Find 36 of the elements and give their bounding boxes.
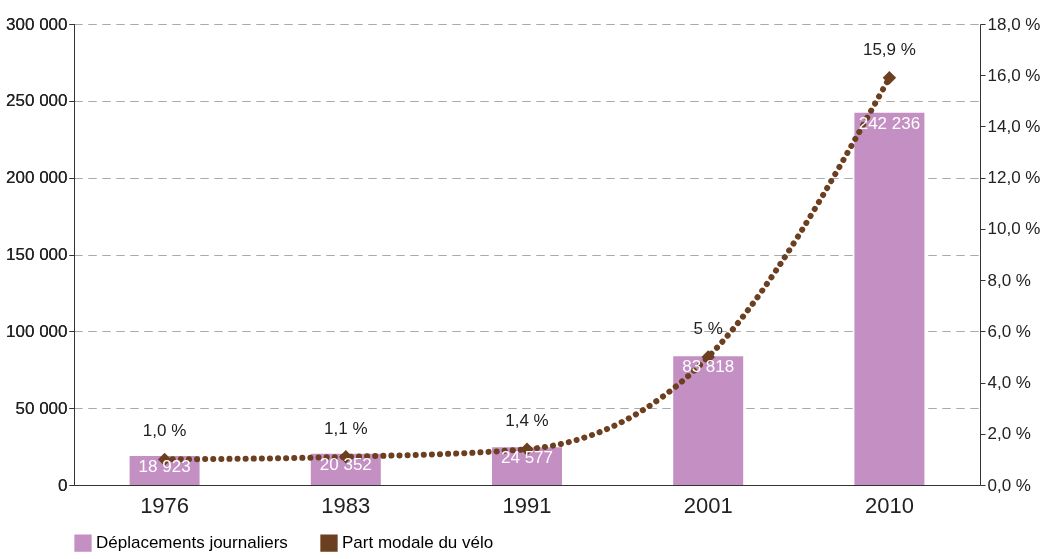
x-tick-label: 1991 xyxy=(502,492,552,518)
data-label: 242 236 xyxy=(858,113,921,133)
y2-tick-label: 4,0 % xyxy=(987,373,1031,393)
y-tick-label: 250 000 xyxy=(6,91,68,111)
y2-tick-label: 16,0 % xyxy=(987,65,1041,85)
x-tick-label: 2010 xyxy=(864,492,914,518)
bar xyxy=(854,112,925,485)
point xyxy=(882,71,897,85)
data-label: 5 % xyxy=(693,318,723,338)
y-tick-label: 150 000 xyxy=(6,245,68,264)
data-label: 1,4 % xyxy=(505,411,549,431)
y-tick-label: 0 xyxy=(58,475,68,495)
x-tick-label: 1983 xyxy=(321,492,371,518)
y2-tick-label: 14,0 % xyxy=(987,116,1041,136)
data-label: 18 923 xyxy=(138,456,191,476)
data-label: 24 577 xyxy=(501,448,553,468)
y-tick-label: 200 000 xyxy=(6,168,68,188)
data-label: 1,1 % xyxy=(324,418,368,438)
y2-tick-label: 18,0 % xyxy=(987,14,1041,34)
bar xyxy=(673,356,744,485)
data-label: 15,9 % xyxy=(862,39,916,59)
x-tick-label: 1976 xyxy=(140,492,190,518)
legend-label: Part modale du vélo xyxy=(342,533,494,553)
y2-tick-label: 0,0 % xyxy=(987,475,1031,495)
y-tick-label: 100 000 xyxy=(6,321,68,341)
y2-tick-label: 2,0 % xyxy=(987,424,1031,444)
y2-tick-label: 10,0 % xyxy=(987,219,1041,239)
y2-tick-label: 8,0 % xyxy=(987,270,1031,290)
x-tick-label: 2001 xyxy=(683,492,733,518)
y-tick-label: 300 000 xyxy=(6,14,68,34)
legend-label: Déplacements journaliers xyxy=(96,533,288,553)
data-label: 1,0 % xyxy=(142,421,187,441)
y2-tick-label: 6,0 % xyxy=(987,321,1031,341)
y-tick-label: 50 000 xyxy=(15,398,68,418)
y2-tick-label: 12,0 % xyxy=(987,168,1041,188)
data-label: 20 352 xyxy=(319,454,372,474)
